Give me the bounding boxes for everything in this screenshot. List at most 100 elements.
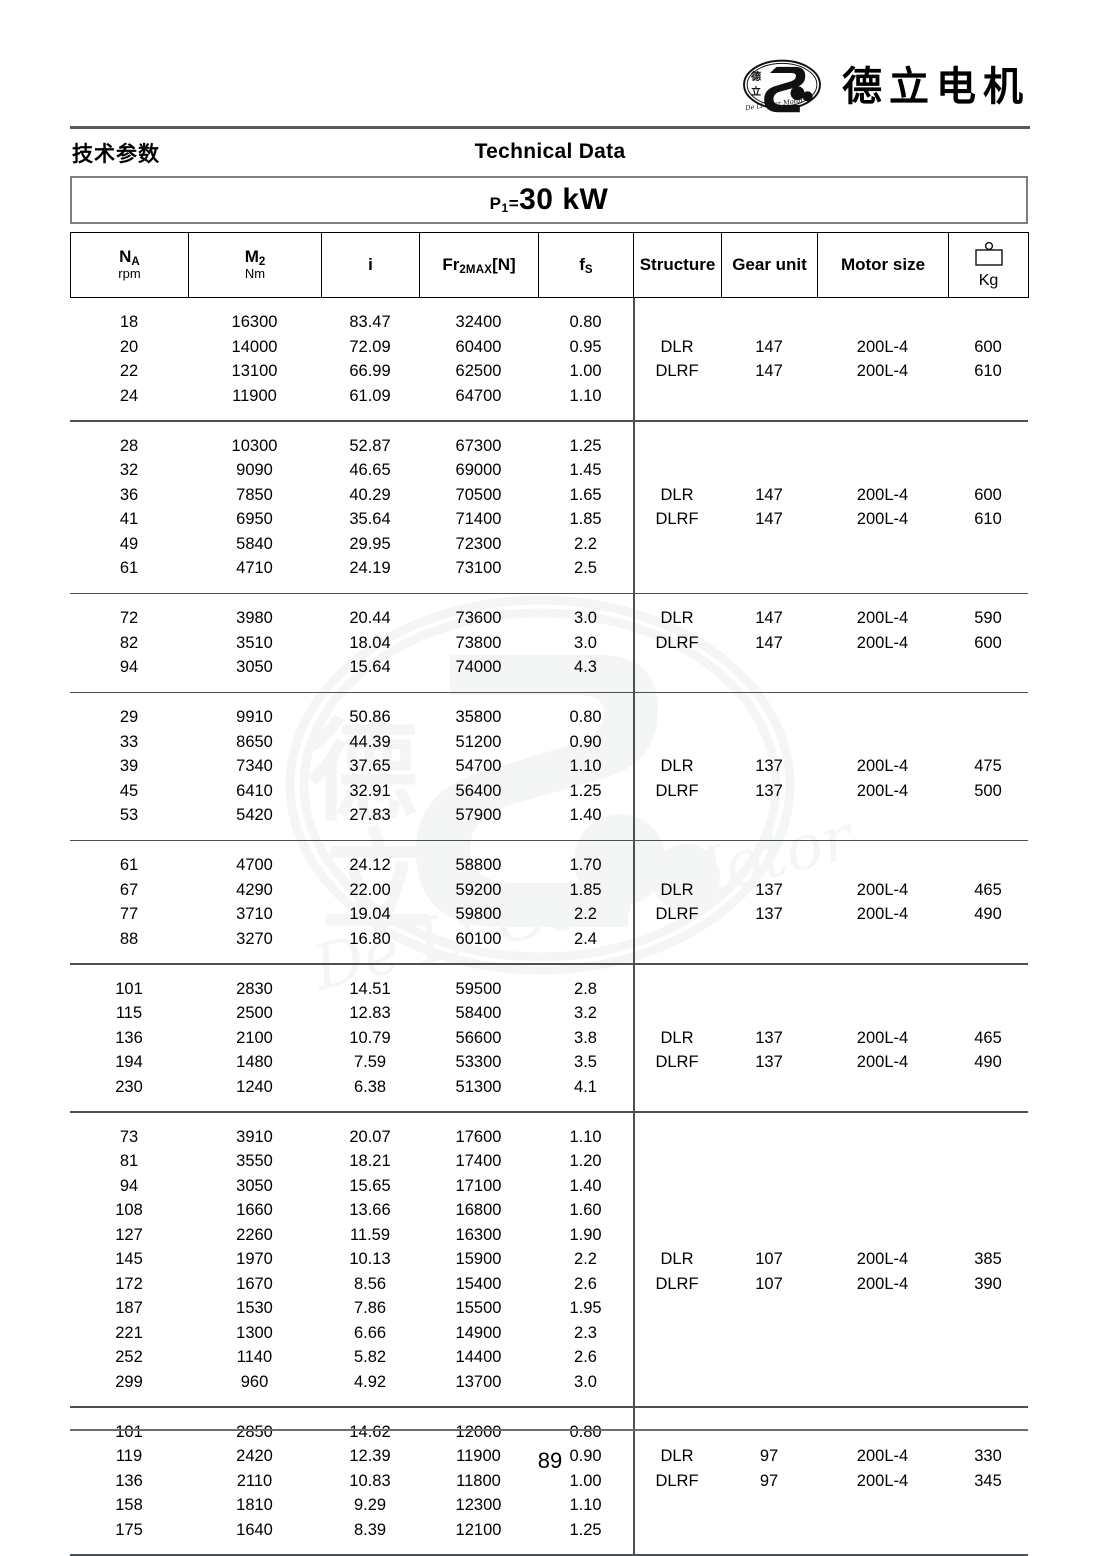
cell-torque: 7850	[236, 485, 273, 504]
cell-radial-force: 51300	[455, 1077, 502, 1096]
cell-structure: DLRF	[655, 905, 699, 923]
cell-speed: 158	[115, 1496, 143, 1514]
col-header-service-factor: fS	[538, 232, 634, 298]
cell-structure: DLRF	[655, 1053, 699, 1071]
cell-weight: 610	[974, 362, 1002, 380]
cell-ratio: 46.65	[349, 461, 391, 479]
cell-structure	[633, 1149, 721, 1174]
cell-service-factor: 2.2	[574, 905, 597, 923]
page-number: 89	[537, 1448, 563, 1473]
power-value: 30 kW	[519, 183, 609, 216]
cell-structure: DLRF	[655, 781, 699, 800]
block-vertical-divider	[633, 964, 635, 1111]
cell-weight	[948, 298, 1028, 335]
table-row: 39 7340 37.65 54700 1.10 DLR 137 200L-4 475	[70, 754, 1028, 779]
cell-radial-force: 70500	[455, 485, 502, 504]
cell-motor-size	[817, 384, 948, 421]
cell-weight	[948, 803, 1028, 840]
cell-service-factor: 1.10	[569, 1127, 602, 1146]
cell-weight	[948, 532, 1028, 557]
table-block: 61 4700 24.12 58800 1.70 67 4290 22.00 59200 1.85…	[70, 841, 1028, 963]
power-rating-text: P 1 = 30 kW	[490, 183, 609, 217]
cell-gear-unit: 147	[755, 337, 783, 356]
cell-structure	[633, 1321, 721, 1346]
cell-radial-force: 60400	[455, 337, 502, 356]
cell-radial-force: 59800	[455, 905, 502, 923]
cell-weight	[948, 1321, 1028, 1346]
cell-torque: 2420	[236, 1447, 273, 1465]
col-header-torque-subscript: 2	[258, 256, 266, 269]
table-row: 32 9090 46.65 69000 1.45	[70, 458, 1028, 483]
cell-motor-size	[817, 1223, 948, 1248]
cell-motor-size: 200L-4	[856, 1028, 909, 1047]
cell-weight: 345	[974, 1471, 1002, 1490]
col-header-ratio-symbol: i	[368, 255, 373, 275]
cell-torque: 9910	[236, 708, 273, 726]
cell-torque: 4710	[236, 559, 273, 577]
cell-gear-unit	[721, 1518, 817, 1555]
cell-weight: 390	[974, 1274, 1002, 1293]
cell-motor-size: 200L-4	[856, 1053, 909, 1071]
cell-radial-force: 73100	[455, 559, 502, 577]
cell-radial-force: 14400	[455, 1348, 502, 1366]
table-row: 41 6950 35.64 71400 1.85 DLRF 147 200L-4 610	[70, 507, 1028, 532]
cell-motor-size	[817, 841, 948, 878]
cell-service-factor: 1.90	[569, 1225, 602, 1244]
cell-structure	[633, 1345, 721, 1370]
cell-structure	[633, 1493, 721, 1518]
col-header-structure-label: Structure	[639, 255, 716, 275]
cell-weight	[948, 1370, 1028, 1407]
cell-radial-force: 62500	[455, 362, 502, 380]
table-row: 82 3510 18.04 73800 3.0 DLRF 147 200L-4 600	[70, 631, 1028, 656]
col-header-weight-unit: Kg	[978, 272, 999, 289]
col-header-torque-unit: Nm	[244, 266, 266, 282]
cell-structure	[633, 927, 721, 964]
cell-speed: 49	[119, 534, 139, 553]
table-row: 88 3270 16.80 60100 2.4	[70, 927, 1028, 964]
table-row: 67 4290 22.00 59200 1.85 DLR 137 200L-4 465	[70, 878, 1028, 903]
table-row: 175 1640 8.39 12100 1.25	[70, 1518, 1028, 1555]
table-row: 22 13100 66.99 62500 1.00 DLRF 147 200L-4 610	[70, 359, 1028, 384]
cell-motor-size	[817, 532, 948, 557]
cell-gear-unit: 147	[755, 609, 783, 627]
cell-speed: 108	[115, 1201, 143, 1219]
cell-service-factor: 1.70	[569, 856, 602, 874]
cell-gear-unit	[721, 458, 817, 483]
cell-weight: 465	[974, 1028, 1002, 1047]
table-row: 101 2830 14.51 59500 2.8	[70, 965, 1028, 1002]
cell-torque: 14000	[231, 337, 278, 356]
table-row: 145 1970 10.13 15900 2.2 DLR 107 200L-4 385	[70, 1247, 1028, 1272]
cell-weight	[948, 1493, 1028, 1518]
cell-radial-force: 73800	[455, 633, 502, 652]
table-row: 49 5840 29.95 72300 2.2	[70, 532, 1028, 557]
cell-motor-size: 200L-4	[856, 1250, 909, 1268]
cell-structure	[633, 1370, 721, 1407]
table-row: 221 1300 6.66 14900 2.3	[70, 1321, 1028, 1346]
cell-motor-size	[817, 655, 948, 692]
cell-torque: 2850	[236, 1422, 273, 1441]
cell-structure: DLRF	[655, 510, 699, 528]
cell-speed: 28	[119, 436, 139, 455]
table-body: 18 16300 83.47 32400 0.80 20 14000 72.09 60400 0.…	[70, 298, 1028, 1556]
cell-gear-unit	[721, 1149, 817, 1174]
footer-divider	[70, 1429, 1028, 1431]
table-row: 77 3710 19.04 59800 2.2 DLRF 137 200L-4 490	[70, 902, 1028, 927]
col-header-radial-force-suffix: [N]	[492, 255, 516, 275]
cell-motor-size	[817, 1149, 948, 1174]
table-row: 230 1240 6.38 51300 4.1	[70, 1075, 1028, 1112]
block-separator	[70, 839, 1028, 841]
cell-gear-unit	[721, 927, 817, 964]
cell-structure	[633, 458, 721, 483]
cell-service-factor: 2.2	[574, 1250, 597, 1268]
cell-ratio: 14.51	[349, 979, 391, 998]
cell-structure	[633, 532, 721, 557]
col-header-motor-size: Motor size	[817, 232, 949, 298]
cell-ratio: 10.13	[349, 1250, 391, 1268]
cell-ratio: 14.62	[349, 1422, 391, 1441]
table-row: 61 4710 24.19 73100 2.5	[70, 556, 1028, 593]
cell-service-factor: 4.3	[574, 658, 597, 676]
cell-structure: DLR	[660, 609, 694, 627]
brand-name: 德立电机	[842, 64, 1030, 110]
cell-ratio: 32.91	[349, 781, 391, 800]
power-subscript: 1	[501, 201, 509, 215]
